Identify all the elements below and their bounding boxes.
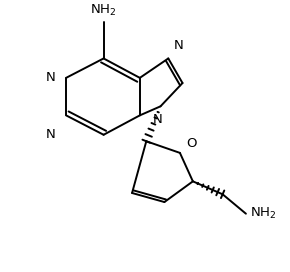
Text: N: N: [153, 113, 163, 126]
Text: NH$_2$: NH$_2$: [250, 206, 276, 221]
Text: N: N: [46, 128, 56, 141]
Text: N: N: [173, 39, 183, 52]
Text: N: N: [46, 71, 56, 84]
Text: NH$_2$: NH$_2$: [90, 2, 117, 18]
Text: O: O: [186, 137, 197, 150]
